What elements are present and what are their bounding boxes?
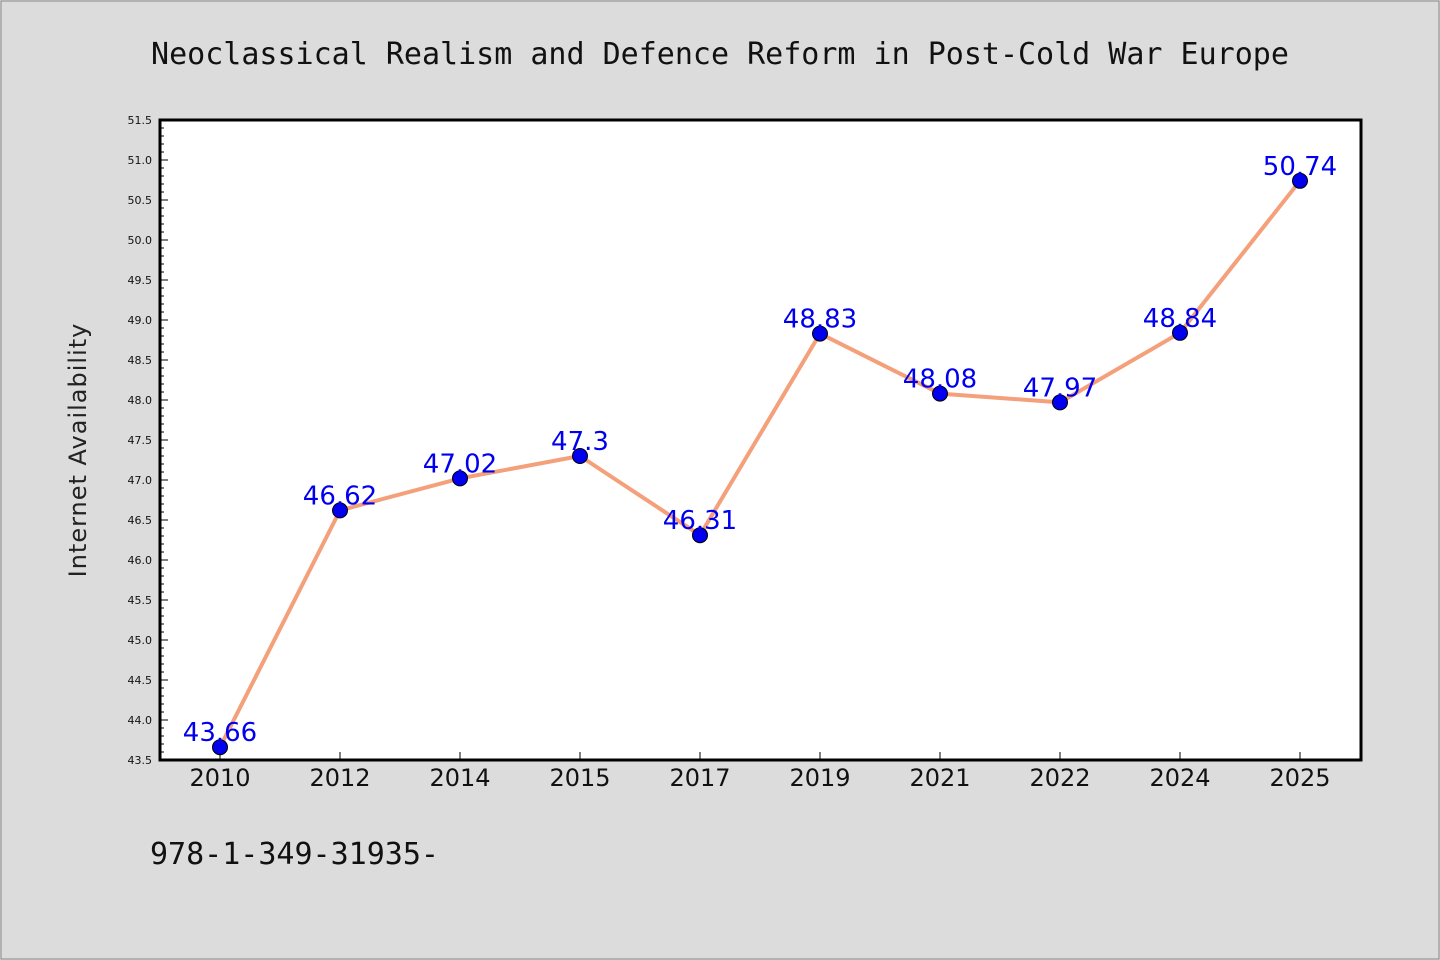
y-tick-label: 49.5 (128, 274, 153, 287)
data-label: 47.3 (551, 427, 609, 457)
series-line (218, 179, 1302, 749)
data-label: 48.83 (783, 305, 857, 335)
y-tick-label: 51.5 (128, 114, 153, 127)
data-point (212, 739, 228, 756)
y-tick-label: 50.5 (128, 194, 153, 207)
plot-area (160, 120, 1361, 760)
x-tick-label: 2021 (909, 764, 970, 792)
y-tick-label: 51.0 (128, 154, 153, 167)
data-label: 50.74 (1263, 152, 1337, 182)
data-series (212, 172, 1308, 756)
y-tick-label: 48.0 (128, 394, 153, 407)
x-tick-label: 2022 (1029, 764, 1090, 792)
y-tick-label: 46.5 (128, 514, 153, 527)
data-label: 46.62 (303, 481, 377, 511)
y-tick-label: 45.5 (128, 594, 153, 607)
data-point (692, 527, 708, 544)
x-tick-label: 2025 (1269, 764, 1330, 792)
y-tick-label: 44.5 (128, 674, 153, 687)
y-tick-label: 43.5 (128, 754, 153, 767)
x-tick-label: 2014 (429, 764, 490, 792)
plot-frame (158, 118, 1363, 762)
y-tick-label: 46.0 (128, 554, 153, 567)
data-point (1052, 394, 1068, 411)
data-label: 48.08 (903, 365, 977, 395)
x-tick-label: 2017 (669, 764, 730, 792)
y-tick-label: 50.0 (128, 234, 153, 247)
y-tick-label: 48.5 (128, 354, 153, 367)
x-tick-label: 2019 (789, 764, 850, 792)
y-tick-label: 44.0 (128, 714, 153, 727)
y-axis: 43.5 44.0 44.5 45.0 45.5 46.0 46.5 47.0 47.5 48.0… (128, 114, 168, 767)
y-tick-label: 47.0 (128, 474, 153, 487)
data-label: 46.31 (663, 506, 737, 536)
x-tick-label: 2010 (189, 764, 250, 792)
x-tick-label: 2015 (549, 764, 610, 792)
x-tick-label: 2012 (309, 764, 370, 792)
x-tick-label: 2024 (1149, 764, 1210, 792)
data-point (1292, 172, 1308, 189)
data-point (812, 325, 828, 342)
data-point (572, 448, 588, 464)
y-axis-label: Internet Availability (64, 323, 92, 578)
data-label: 47.97 (1023, 373, 1097, 403)
y-tick-label: 45.0 (128, 634, 153, 647)
y-tick-label: 47.5 (128, 434, 153, 447)
data-labels: 43.66 46.62 47.02 47.3 46.31 48.83 48.08 47.97 4… (183, 152, 1337, 748)
chart-title: Neoclassical Realism and Defence Reform … (151, 37, 1289, 72)
data-point (452, 470, 468, 487)
footer-isbn: 978-1-349-31935- (150, 837, 439, 872)
y-tick-label: 49.0 (128, 314, 153, 327)
data-label: 43.66 (183, 718, 257, 748)
data-label: 48.84 (1143, 304, 1217, 334)
data-point (932, 385, 948, 402)
data-label: 47.02 (423, 449, 497, 479)
data-point (332, 502, 348, 519)
data-point (1172, 324, 1188, 341)
